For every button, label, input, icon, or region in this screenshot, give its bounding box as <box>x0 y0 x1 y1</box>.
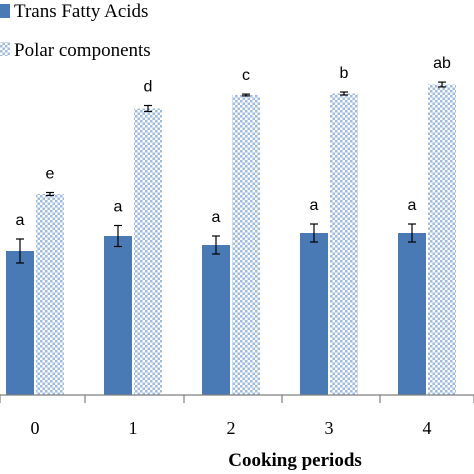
x-tick-label-2: 2 <box>227 418 236 438</box>
x-tick-label-0: 0 <box>31 418 40 438</box>
error-bar-trans-fatty-acids-3 <box>310 223 318 243</box>
sig-label-trans-fatty-acids-0: a <box>16 212 25 229</box>
error-bar-polar-components-4 <box>438 81 446 88</box>
error-bars-group <box>16 81 446 264</box>
legend-swatch-polar-components <box>0 42 10 56</box>
error-bar-trans-fatty-acids-0 <box>16 238 24 264</box>
bar-polar-components-3 <box>330 93 358 395</box>
x-axis-title: Cooking periods <box>228 450 362 471</box>
error-bar-trans-fatty-acids-2 <box>212 235 220 255</box>
sig-label-polar-components-3: b <box>340 65 349 82</box>
sig-label-polar-components-2: c <box>242 67 250 84</box>
legend-label-polar-components: Polar components <box>14 40 151 61</box>
sig-label-trans-fatty-acids-2: a <box>212 209 221 226</box>
bar-polar-components-0 <box>36 194 64 395</box>
x-axis: 0 1 2 3 4 <box>0 394 474 438</box>
legend-label-trans-fatty-acids: Trans Fatty Acids <box>14 1 148 22</box>
legend: Trans Fatty Acids Polar components <box>0 1 151 61</box>
x-axis-ticks: 0 1 2 3 4 <box>0 395 474 438</box>
error-bar-polar-components-2 <box>242 93 250 97</box>
sig-label-polar-components-1: d <box>144 79 153 96</box>
error-bar-trans-fatty-acids-1 <box>114 224 122 248</box>
bar-trans-fatty-acids-4 <box>398 233 426 395</box>
bar-trans-fatty-acids-2 <box>202 245 230 395</box>
error-bar-polar-components-3 <box>340 91 348 96</box>
legend-swatch-trans-fatty-acids <box>0 4 10 18</box>
bar-polar-components-2 <box>232 95 260 395</box>
sig-label-trans-fatty-acids-3: a <box>310 197 319 214</box>
bar-trans-fatty-acids-1 <box>104 236 132 395</box>
bar-trans-fatty-acids-3 <box>300 233 328 395</box>
bar-polar-components-4 <box>428 84 456 395</box>
sig-label-polar-components-4: ab <box>433 55 451 72</box>
bar-polar-components-1 <box>134 108 162 395</box>
sig-label-polar-components-0: e <box>46 166 55 183</box>
x-tick-label-1: 1 <box>129 418 138 438</box>
error-bar-polar-components-1 <box>144 104 152 113</box>
sig-label-trans-fatty-acids-4: a <box>408 197 417 214</box>
bar-trans-fatty-acids-0 <box>6 251 34 395</box>
x-tick-label-3: 3 <box>325 418 334 438</box>
bars-group <box>6 84 456 395</box>
error-bar-trans-fatty-acids-4 <box>408 223 416 243</box>
sig-label-trans-fatty-acids-1: a <box>114 199 123 216</box>
x-tick-label-4: 4 <box>423 418 432 438</box>
error-bar-polar-components-0 <box>46 191 54 197</box>
